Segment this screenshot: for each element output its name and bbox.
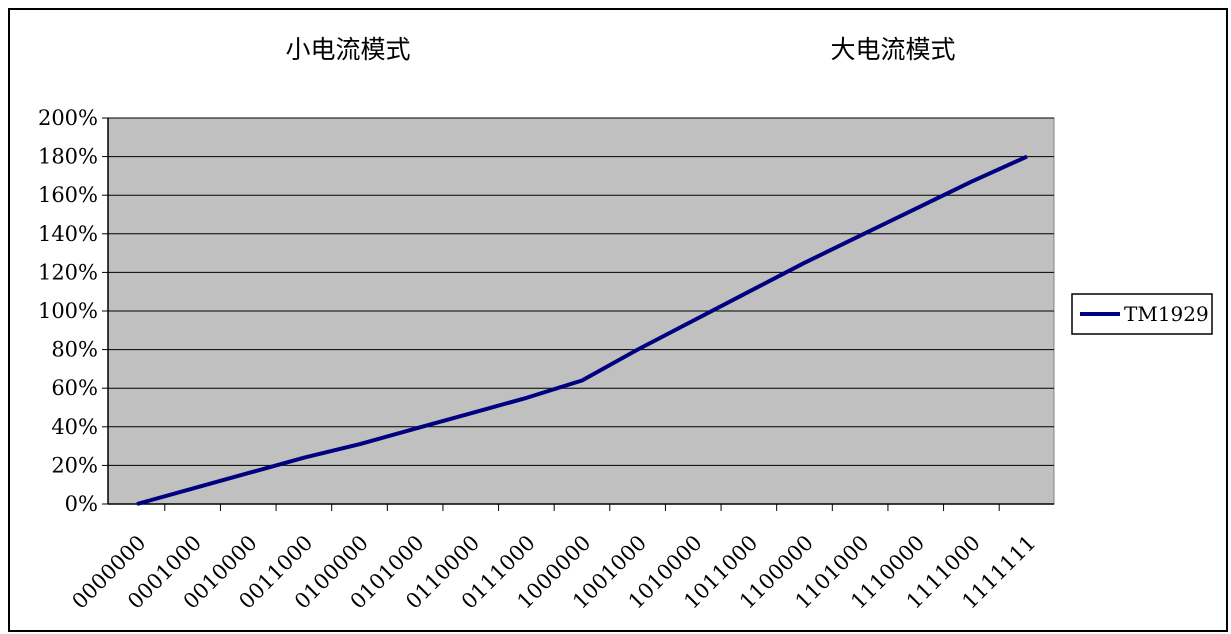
annotation-large-current-mode: 大电流模式 [830, 35, 955, 64]
y-tick-label: 20% [51, 453, 98, 477]
y-tick-label: 180% [38, 145, 98, 169]
gridlines [107, 117, 1054, 505]
y-tick-label: 120% [38, 260, 98, 284]
legend-label-tm1929: TM1929 [1124, 302, 1209, 326]
series-line-tm1929 [136, 154, 1028, 506]
y-tick-label: 80% [51, 338, 98, 362]
y-tick-label: 60% [51, 376, 98, 400]
legend: TM1929 [1071, 293, 1213, 335]
y-tick-label: 100% [38, 299, 98, 323]
y-axis-ticks: 0% 20% 40% 60% 80% 100% 120% 140% 160% 180% 200% [38, 106, 108, 516]
y-tick-label: 40% [51, 415, 98, 439]
y-tick-label: 160% [38, 183, 98, 207]
annotation-small-current-mode: 小电流模式 [285, 35, 410, 64]
y-tick-label: 200% [38, 106, 98, 130]
y-tick-label: 140% [38, 222, 98, 246]
x-axis-ticks: 0000000000100000100000011000010000001010… [67, 504, 1041, 614]
y-tick-label: 0% [65, 492, 98, 516]
